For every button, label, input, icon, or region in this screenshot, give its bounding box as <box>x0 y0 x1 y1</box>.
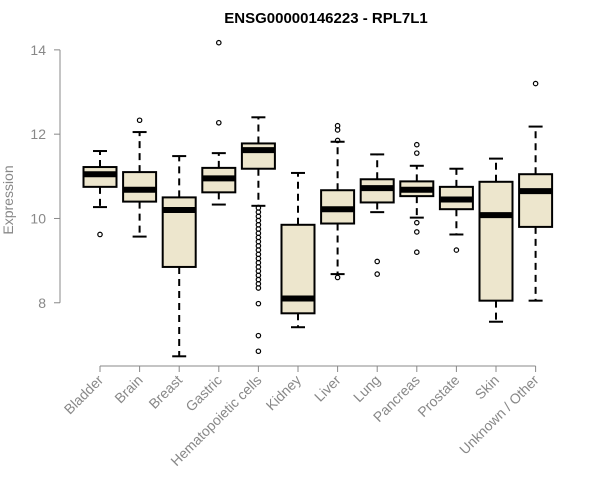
box-gastric <box>201 39 237 206</box>
box-breast <box>161 155 197 358</box>
outlier-point <box>334 274 341 281</box>
outlier-point <box>136 117 143 124</box>
outlier-point <box>453 247 460 253</box>
outlier-point <box>374 271 381 277</box>
outlier-point <box>255 285 262 291</box>
outlier-point <box>413 219 420 226</box>
y-tick-label: 8 <box>38 295 46 311</box>
boxes-group <box>82 39 554 358</box>
y-tick-label: 10 <box>30 210 46 226</box>
box-liver <box>320 122 356 281</box>
y-axis-label: Expression <box>0 165 16 234</box>
x-tick-label: Prostate <box>414 372 462 420</box>
y-tick-label: 12 <box>30 126 46 142</box>
box-unknown-other <box>518 80 554 302</box>
box-bladder <box>82 150 118 238</box>
box-brain <box>122 117 158 238</box>
outlier-point <box>413 229 420 235</box>
box-pancreas <box>399 141 435 255</box>
y-tick-label: 14 <box>30 42 46 58</box>
y-axis: 8 10 12 14 <box>30 42 61 311</box>
box-iqr <box>478 180 514 302</box>
outlier-point <box>413 150 420 156</box>
x-tick-label: Liver <box>311 372 344 405</box>
box-prostate <box>438 167 474 253</box>
outlier-point <box>97 231 103 238</box>
x-tick-label: Breast <box>145 372 185 412</box>
outlier-point <box>216 119 222 126</box>
outlier-point <box>255 332 262 339</box>
outlier-point <box>413 141 420 148</box>
box-hematopoietic-cells <box>240 116 276 355</box>
x-tick-label: Kidney <box>263 372 305 414</box>
outlier-point <box>334 137 341 144</box>
x-tick-label: Bladder <box>61 372 107 418</box>
x-tick-label: Lung <box>350 372 383 405</box>
outlier-point <box>334 122 341 129</box>
outlier-point <box>413 249 420 255</box>
box-lung <box>359 153 395 277</box>
outlier-point <box>532 80 539 87</box>
x-tick-label: Skin <box>472 372 503 403</box>
chart-title: ENSG00000146223 - RPL7L1 <box>224 10 427 27</box>
box-iqr <box>518 173 554 228</box>
box-skin <box>478 157 514 323</box>
box-kidney <box>280 171 316 329</box>
outlier-point <box>216 39 222 46</box>
outlier-point <box>255 348 262 355</box>
x-tick-label: Brain <box>111 372 145 406</box>
outlier-point <box>374 258 381 265</box>
outlier-point <box>255 300 262 307</box>
